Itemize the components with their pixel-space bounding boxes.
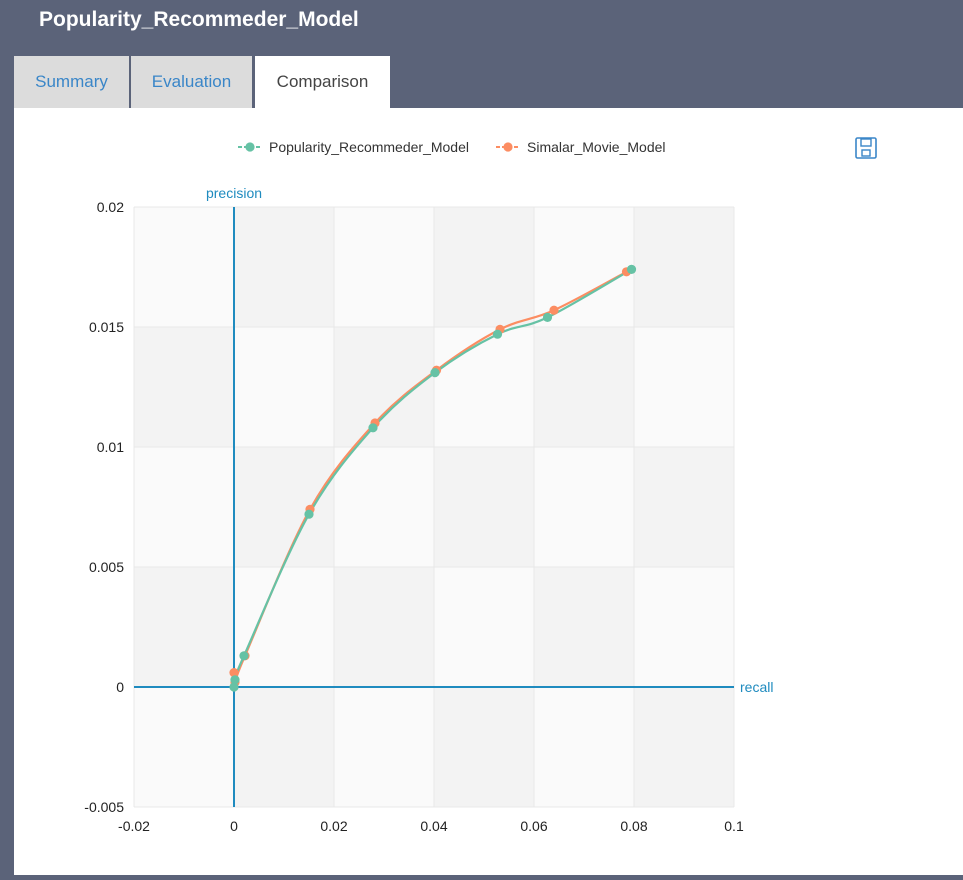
grid-cell (334, 687, 434, 807)
data-point[interactable] (368, 423, 378, 433)
y-tick-label: 0 (116, 679, 124, 695)
x-tick-label: 0.1 (724, 818, 744, 834)
x-tick-label: 0.04 (420, 818, 447, 834)
legend-label: Popularity_Recommeder_Model (269, 139, 469, 155)
grid-cell (234, 567, 334, 687)
data-point[interactable] (229, 682, 239, 692)
grid-cell (334, 567, 434, 687)
grid-cell (634, 207, 734, 327)
precision-recall-chart: -0.02 0 0.02 0.04 0.06 0.08 0.1 -0.005 0 0.005 0.0… (84, 137, 877, 834)
data-point[interactable] (626, 264, 637, 274)
y-tick-label: 0.005 (89, 559, 124, 575)
grid-cell (134, 207, 234, 327)
grid-cell (534, 687, 634, 807)
grid-cell (534, 447, 634, 567)
grid-cell (134, 567, 234, 687)
y-tick-label: -0.005 (84, 799, 124, 815)
grid-cell (534, 207, 634, 327)
grid-cell (534, 567, 634, 687)
grid-cell (334, 447, 434, 567)
tab-summary[interactable]: Summary (14, 56, 129, 108)
tab-comparison[interactable]: Comparison (255, 56, 390, 108)
x-tick-label: -0.02 (118, 818, 150, 834)
legend-item-0[interactable]: Popularity_Recommeder_Model (238, 139, 469, 155)
grid-cell (234, 327, 334, 447)
grid-cell (134, 327, 234, 447)
x-tick-label: 0.08 (620, 818, 647, 834)
y-axis-label: precision (206, 185, 262, 201)
page-title: Popularity_Recommeder_Model (39, 8, 359, 31)
y-tick-label: 0.015 (89, 319, 124, 335)
tab-evaluation[interactable]: Evaluation (131, 56, 252, 108)
grid-cell (634, 447, 734, 567)
comparison-panel: -0.02 0 0.02 0.04 0.06 0.08 0.1 -0.005 0 0.005 0.0… (14, 108, 963, 875)
y-tick-label: 0.02 (97, 199, 124, 215)
data-point[interactable] (230, 675, 240, 685)
grid-cell (434, 687, 534, 807)
grid-cell (634, 567, 734, 687)
grid-cell (434, 327, 534, 447)
grid-cell (334, 207, 434, 327)
legend-marker (245, 142, 255, 152)
legend-item-1[interactable]: Simalar_Movie_Model (496, 139, 666, 155)
grid-cell (434, 207, 534, 327)
data-point[interactable] (549, 305, 559, 315)
grid-cell (434, 447, 534, 567)
x-axis-label: recall (740, 679, 773, 695)
x-tick-label: 0 (230, 818, 238, 834)
floppy-disk-icon[interactable] (855, 137, 877, 159)
grid-cell (534, 327, 634, 447)
legend-label: Simalar_Movie_Model (527, 139, 666, 155)
data-point[interactable] (304, 509, 314, 519)
grid-cell (134, 687, 234, 807)
grid-cell (634, 327, 734, 447)
grid-cell (134, 447, 234, 567)
y-tick-label: 0.01 (97, 439, 124, 455)
data-point[interactable] (239, 651, 249, 661)
grid-cell (434, 567, 534, 687)
x-tick-label: 0.02 (320, 818, 347, 834)
grid-cell (334, 327, 434, 447)
data-point[interactable] (542, 312, 553, 322)
grid-cell (234, 207, 334, 327)
grid-cell (234, 687, 334, 807)
data-point[interactable] (229, 668, 239, 678)
x-tick-label: 0.06 (520, 818, 547, 834)
grid-cell (234, 447, 334, 567)
legend-marker (503, 142, 513, 152)
grid-cell (634, 687, 734, 807)
data-point[interactable] (492, 329, 503, 339)
data-point[interactable] (430, 368, 440, 378)
